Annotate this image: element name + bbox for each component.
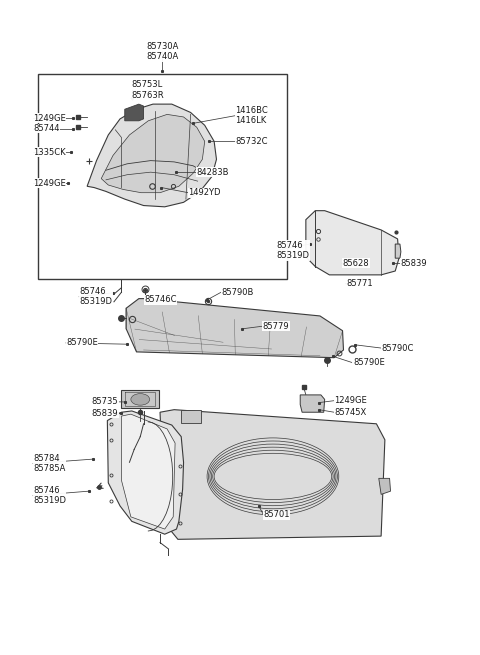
Text: 1492YD: 1492YD: [188, 188, 221, 197]
Text: 85744: 85744: [33, 124, 60, 133]
Text: 85839: 85839: [400, 259, 427, 268]
Text: 85790E: 85790E: [353, 358, 384, 367]
Text: 85790C: 85790C: [381, 343, 413, 352]
Text: 85628: 85628: [343, 259, 369, 268]
Polygon shape: [101, 115, 204, 193]
Polygon shape: [121, 390, 159, 408]
Text: 85730A
85740A: 85730A 85740A: [146, 42, 179, 61]
Text: 85735: 85735: [92, 397, 119, 406]
Polygon shape: [306, 211, 399, 275]
Text: 85779: 85779: [263, 322, 289, 331]
Polygon shape: [121, 414, 175, 529]
Text: 85746
85319D: 85746 85319D: [276, 241, 310, 260]
Text: 85701: 85701: [264, 510, 290, 519]
Text: 85790E: 85790E: [66, 339, 98, 347]
Text: 85746
85319D: 85746 85319D: [33, 486, 66, 506]
Polygon shape: [160, 409, 385, 539]
Text: 85745X: 85745X: [334, 407, 366, 417]
Text: 85790B: 85790B: [221, 288, 253, 297]
Text: 85732C: 85732C: [235, 137, 268, 146]
Text: 1335CK: 1335CK: [33, 148, 66, 157]
Text: 1249GE: 1249GE: [334, 396, 367, 405]
Text: 1416BC
1416LK: 1416BC 1416LK: [235, 106, 268, 125]
Polygon shape: [379, 478, 391, 495]
Polygon shape: [181, 409, 202, 422]
Text: 85753L
85763R: 85753L 85763R: [132, 81, 165, 100]
Text: 84283B: 84283B: [197, 168, 229, 177]
Text: 85746
85319D: 85746 85319D: [79, 287, 112, 307]
Polygon shape: [108, 411, 183, 534]
Ellipse shape: [131, 394, 150, 405]
Text: 85771: 85771: [346, 279, 373, 288]
Polygon shape: [125, 104, 144, 121]
Polygon shape: [395, 244, 401, 258]
Polygon shape: [126, 299, 344, 358]
Text: 1249GE: 1249GE: [33, 114, 66, 122]
Text: 85839: 85839: [92, 409, 119, 418]
Text: 1249GE: 1249GE: [33, 179, 66, 187]
Text: 85784
85785A: 85784 85785A: [33, 454, 65, 474]
Polygon shape: [87, 104, 216, 207]
Text: 85746C: 85746C: [144, 295, 177, 305]
Polygon shape: [300, 395, 324, 412]
Bar: [38, 74, 287, 279]
